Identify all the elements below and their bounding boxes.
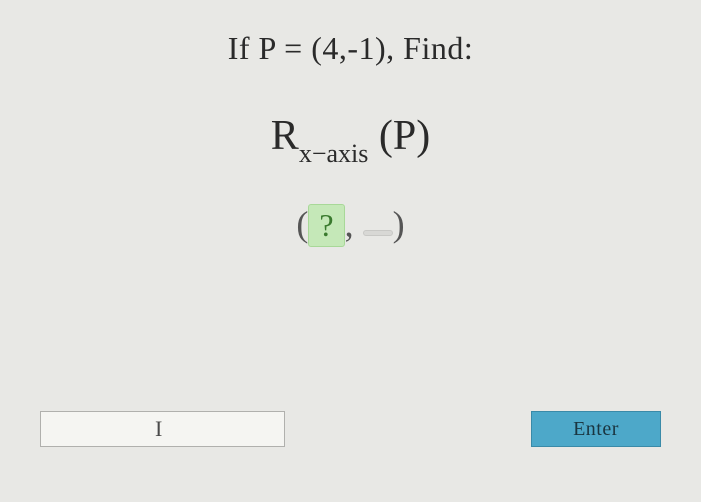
problem-container: If P = (4,-1), Find: Rx−axis (P) (?, )	[0, 0, 701, 247]
answer-template: (?, )	[0, 203, 701, 247]
answer-box-x[interactable]: ?	[308, 204, 344, 247]
reflection-expression: Rx−axis (P)	[0, 112, 701, 165]
input-row: I Enter	[40, 411, 661, 447]
expression-main: R	[271, 113, 299, 159]
expression-subscript: x−axis	[299, 139, 369, 168]
paren-close: )	[393, 204, 405, 244]
separator: ,	[345, 204, 363, 244]
answer-input[interactable]	[40, 411, 285, 447]
enter-button[interactable]: Enter	[531, 411, 661, 447]
expression-arg: (P)	[368, 113, 430, 159]
paren-open: (	[296, 204, 308, 244]
problem-prompt: If P = (4,-1), Find:	[0, 30, 701, 67]
answer-box-y[interactable]	[363, 230, 393, 236]
